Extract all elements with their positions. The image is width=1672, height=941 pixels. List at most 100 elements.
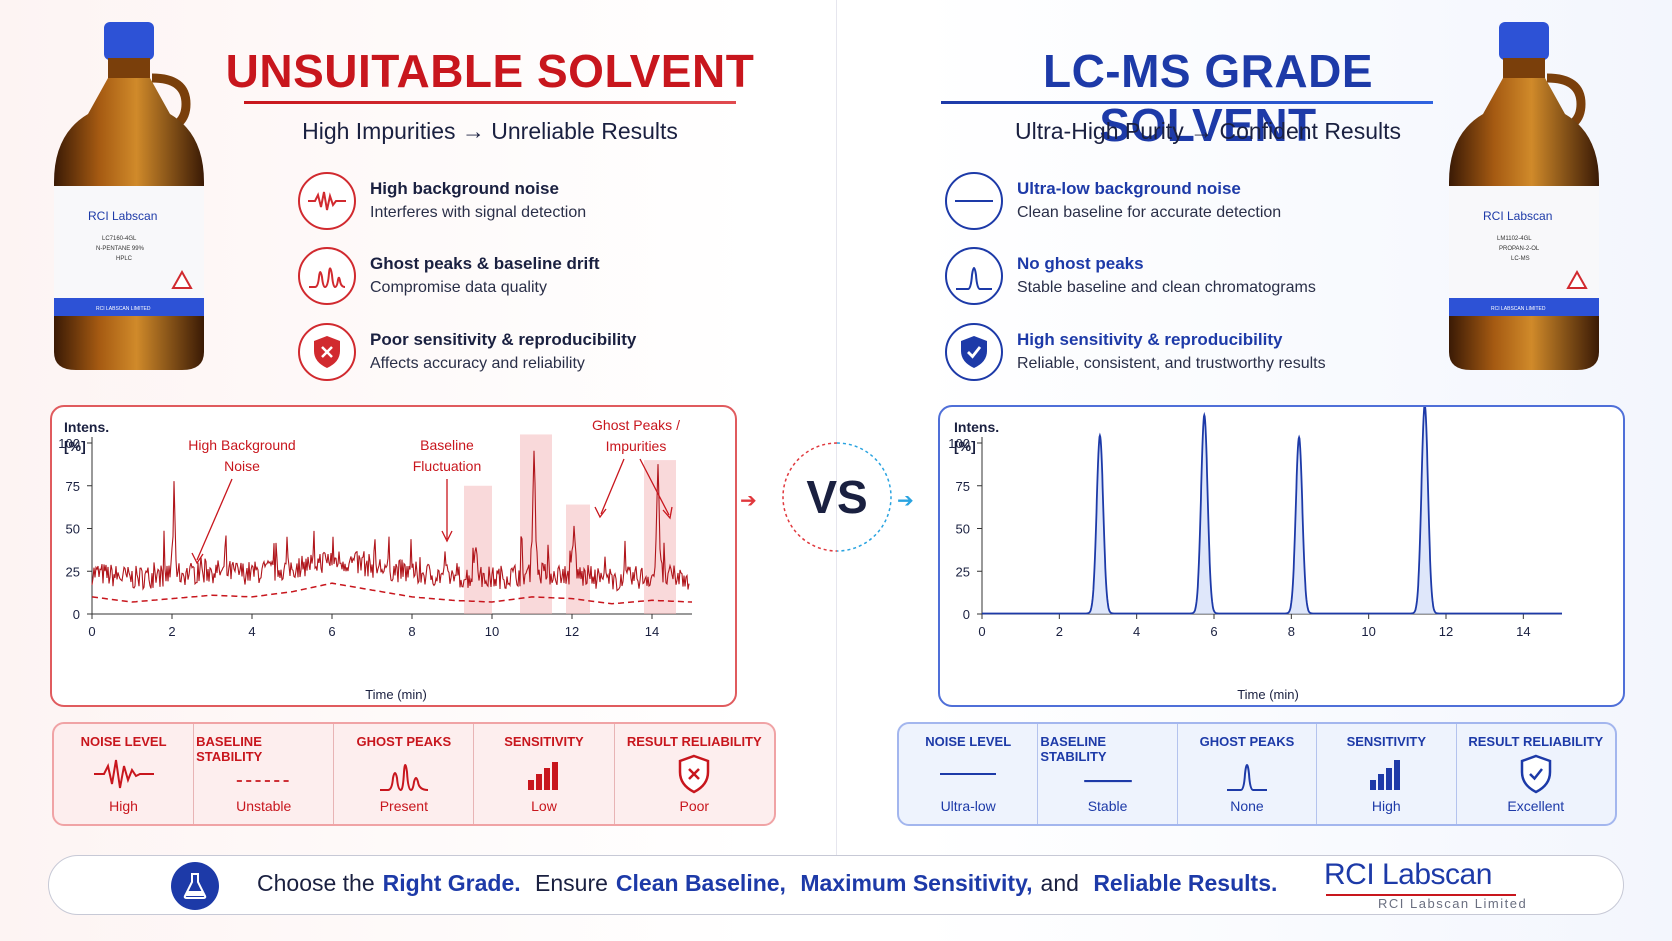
- right-subtitle: Ultra-High Purity → Confident Results: [1014, 118, 1402, 144]
- vs-ring: [782, 442, 892, 552]
- right-feature-heading: No ghost peaks: [1017, 254, 1144, 273]
- left-x-tick-label: 10: [485, 624, 499, 639]
- noisy-chromatogram-trace: [91, 450, 690, 592]
- right-y-tick-label: 100: [948, 436, 970, 451]
- right-y-tick-label: 75: [956, 479, 970, 494]
- right-chromatogram-panel: Intens. [%] Time (min) 0 25 50 75 100 0 2 4 6 8 10…: [938, 405, 1625, 707]
- metric-value: None: [1230, 798, 1264, 814]
- right-feature-heading: High sensitivity & reproducibility: [1017, 330, 1283, 349]
- rci-labscan-logo: RCI Labscan RCI Labscan Limited: [1324, 858, 1584, 914]
- right-y-tick-label: 50: [956, 522, 970, 537]
- metric-value: Unstable: [236, 798, 292, 814]
- left-metric-ghost: GHOST PEAKS Present: [333, 724, 473, 824]
- dashed-line-icon: [236, 780, 291, 782]
- shield-x-icon: [679, 754, 710, 793]
- right-metric-noise: NOISE LEVEL Ultra-low: [899, 724, 1037, 824]
- center-divider: [836, 0, 837, 855]
- arrow-right-icon: ➔: [740, 490, 757, 512]
- bottle-left-code: LC7160-4GL: [102, 236, 137, 242]
- banner-text: and: [1040, 870, 1079, 896]
- signal-bars-icon: [527, 761, 558, 790]
- noise-wave-icon: [93, 759, 154, 788]
- peak-fill: [1401, 407, 1448, 614]
- metric-value: Stable: [1087, 798, 1128, 814]
- left-y-label-2: [%]: [64, 438, 86, 454]
- metric-value: Low: [531, 798, 557, 814]
- left-x-tick-label: 14: [645, 624, 659, 639]
- logo-subtitle: RCI Labscan Limited: [1378, 896, 1528, 911]
- annotation-arrowhead-ghost-1: [594, 506, 607, 519]
- ghost-peaks-icon: [379, 763, 428, 791]
- signal-bars-icon: [1370, 759, 1401, 790]
- metric-label: RESULT RELIABILITY: [1468, 734, 1604, 749]
- right-metric-reliability: RESULT RELIABILITY Excellent: [1455, 724, 1616, 824]
- annotation-arrowhead-noise: [191, 552, 204, 565]
- right-x-tick-label: 14: [1516, 624, 1530, 639]
- metric-value: Present: [379, 798, 428, 814]
- single-peak-icon: [1226, 763, 1267, 791]
- annotation-arrow-ghost-2: [639, 458, 670, 516]
- logo-underline: [1326, 894, 1516, 896]
- right-feature-desc: Stable baseline and clean chromatograms: [1017, 279, 1316, 296]
- annotation-ghost-line2: Impurities: [606, 438, 667, 454]
- left-feature-desc: Affects accuracy and reliability: [370, 355, 585, 372]
- metric-label: GHOST PEAKS: [1199, 734, 1295, 749]
- annotation-arrowhead-ghost-2: [662, 506, 673, 520]
- left-subtitle: High Impurities → Unreliable Results: [302, 118, 678, 144]
- peak-fill: [1181, 415, 1228, 614]
- banner-highlight: Reliable Results.: [1093, 870, 1278, 896]
- left-feature-ghost: Ghost peaks & baseline drift Compromise d…: [298, 247, 600, 305]
- noise-wave-icon: [298, 172, 356, 230]
- metric-label: BASELINE STABILITY: [1040, 734, 1107, 764]
- right-x-tick-label: 8: [1288, 624, 1295, 639]
- right-metrics-strip: NOISE LEVEL Ultra-low BASELINE STABILITY…: [897, 722, 1617, 826]
- amber-bottle-right: RCI Labscan LM1102-4GL PROPAN-2-OL LC-MS…: [1449, 22, 1599, 370]
- bottle-right-footer: RCI LABSCAN LIMITED: [1491, 306, 1546, 312]
- right-title: LC-MS GRADE SOLVENT: [1042, 45, 1374, 151]
- left-title-underline: [244, 101, 736, 104]
- bottle-left-brand: RCI Labscan: [88, 209, 157, 223]
- metric-label: RESULT RELIABILITY: [626, 734, 762, 749]
- metric-label: SENSITIVITY: [1346, 734, 1427, 749]
- annotation-arrow-noise: [196, 478, 233, 561]
- left-feature-desc: Interferes with signal detection: [370, 204, 587, 221]
- right-feature-noise: Ultra-low background noise Clean baseline…: [945, 172, 1281, 230]
- right-feature-sensitivity: High sensitivity & reproducibility Reliab…: [945, 323, 1326, 381]
- shield-check-icon: [1520, 754, 1552, 793]
- metric-value: High: [109, 798, 138, 814]
- bottle-right-grade: LC-MS: [1511, 256, 1530, 262]
- peak-fill: [1076, 436, 1124, 614]
- flat-line-icon: [945, 172, 1003, 230]
- annotation-noise-line2: Noise: [224, 458, 260, 474]
- ghost-peak-highlight: [464, 485, 492, 614]
- right-x-tick-label: 0: [978, 624, 985, 639]
- vs-label: VS: [806, 471, 868, 523]
- right-x-tick-label: 12: [1439, 624, 1453, 639]
- bottom-banner: Choose the Right Grade. Ensure Clean Basel…: [48, 855, 1624, 915]
- right-chromatogram: Intens. [%] Time (min) 0 25 50 75 100 0 2 4 6 8 10…: [948, 407, 1562, 702]
- banner-highlight: Maximum Sensitivity,: [800, 870, 1033, 896]
- bottle-right-code: LM1102-4GL: [1497, 236, 1532, 242]
- left-x-tick-label: 12: [565, 624, 579, 639]
- annotation-baseline-line2: Fluctuation: [413, 458, 481, 474]
- bottle-left-grade: HPLC: [116, 256, 133, 262]
- metric-value: Poor: [679, 798, 710, 814]
- left-x-tick-label: 2: [168, 624, 175, 639]
- ghost-peaks-icon: [298, 247, 356, 305]
- metric-label: BASELINE STABILITY: [196, 734, 263, 764]
- shield-check-icon: [945, 323, 1003, 381]
- right-y-label-1: Intens.: [954, 419, 999, 435]
- left-y-tick-label: 0: [73, 607, 80, 622]
- logo-wordmark: RCI Labscan: [1324, 858, 1492, 891]
- metric-value: Excellent: [1507, 798, 1565, 814]
- left-feature-desc: Compromise data quality: [370, 279, 547, 296]
- right-x-tick-label: 6: [1210, 624, 1217, 639]
- left-y-tick-label: 50: [66, 522, 80, 537]
- left-x-tick-label: 4: [248, 624, 255, 639]
- banner-text: Choose the: [257, 870, 375, 896]
- metric-value: High: [1371, 798, 1401, 814]
- left-feature-heading: Ghost peaks & baseline drift: [370, 254, 600, 273]
- left-chromatogram: Intens. [%] Time (min) High Background N…: [58, 417, 693, 702]
- left-feature-noise: High background noise Interferes with sig…: [298, 172, 586, 230]
- right-y-tick-label: 25: [956, 564, 970, 579]
